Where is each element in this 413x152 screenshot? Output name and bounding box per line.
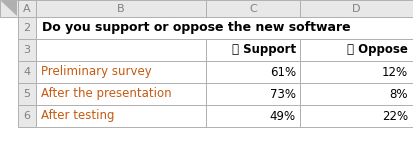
Text: 49%: 49% (270, 109, 296, 123)
Text: 👎 Oppose: 👎 Oppose (347, 43, 408, 57)
Bar (300, 105, 413, 127)
Text: 61%: 61% (270, 66, 296, 78)
Text: 5: 5 (24, 89, 31, 99)
Bar (36, 0, 206, 17)
Bar (18, 105, 36, 127)
Text: After the presentation: After the presentation (41, 88, 172, 100)
Bar (36, 17, 413, 39)
Text: B: B (117, 3, 125, 14)
Text: Preliminary survey: Preliminary survey (41, 66, 152, 78)
Bar (206, 105, 300, 127)
Bar (0, 0, 18, 17)
Text: 4: 4 (24, 67, 31, 77)
Text: Do you support or oppose the new software: Do you support or oppose the new softwar… (42, 21, 351, 35)
Bar (206, 83, 300, 105)
Bar (18, 61, 36, 83)
Text: C: C (249, 3, 257, 14)
Bar (18, 39, 36, 61)
Bar (18, 0, 36, 17)
Bar (300, 61, 413, 83)
Text: 22%: 22% (382, 109, 408, 123)
Bar (36, 39, 206, 61)
Bar (18, 17, 36, 39)
Text: 3: 3 (24, 45, 31, 55)
Text: After testing: After testing (41, 109, 114, 123)
Bar (206, 39, 300, 61)
Bar (36, 105, 206, 127)
Bar (300, 83, 413, 105)
Text: 73%: 73% (270, 88, 296, 100)
Text: 6: 6 (24, 111, 31, 121)
Polygon shape (1, 1, 17, 16)
Text: 👍 Support: 👍 Support (232, 43, 296, 57)
Bar (36, 61, 206, 83)
Text: 2: 2 (24, 23, 31, 33)
Bar (18, 83, 36, 105)
Bar (206, 61, 300, 83)
Bar (206, 0, 300, 17)
Text: 12%: 12% (382, 66, 408, 78)
Text: D: D (352, 3, 361, 14)
Bar (300, 39, 413, 61)
Text: A: A (23, 3, 31, 14)
Bar (300, 0, 413, 17)
Text: 8%: 8% (389, 88, 408, 100)
Bar (36, 83, 206, 105)
